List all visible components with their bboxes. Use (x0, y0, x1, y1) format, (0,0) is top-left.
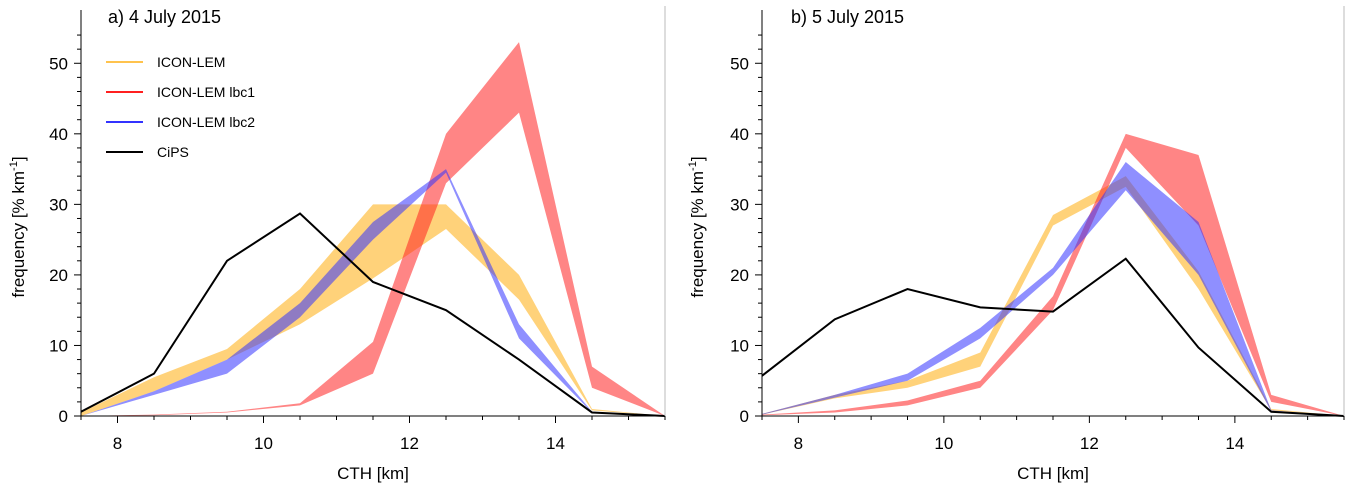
x-tick-label-a: 10 (254, 434, 273, 453)
band-icon-lem-lbc1-a (81, 42, 665, 416)
x-tick-label-b: 8 (794, 434, 803, 453)
panel-b-chart: b) 5 July 2015 0 10 20 30 40 50 8 10 12 14 CTH [k… (687, 6, 1345, 483)
band-icon-lem-a (81, 204, 665, 416)
band-icon-lem-lbc1-b (762, 133, 1344, 416)
panel-b-xlabel: CTH [km] (1017, 464, 1089, 483)
panel-b-title: b) 5 July 2015 (791, 7, 904, 27)
y-tick-label-a: 20 (49, 266, 68, 285)
legend-label-icon-lem-lbc1: ICON-LEM lbc1 (157, 84, 255, 100)
x-tick-label-a: 8 (113, 434, 122, 453)
legend-label-cips: CiPS (157, 144, 189, 160)
band-icon-lem-lbc2-b (762, 162, 1344, 416)
line-cips-a (80, 212, 666, 417)
legend: ICON-LEM ICON-LEM lbc1 ICON-LEM lbc2 CiPS (106, 54, 255, 160)
legend-label-icon-lem-lbc2: ICON-LEM lbc2 (157, 114, 255, 130)
panel-a-title: a) 4 July 2015 (108, 7, 221, 27)
y-tick-label-b: 10 (730, 336, 749, 355)
y-tick-label-b: 0 (740, 407, 749, 426)
legend-label-icon-lem: ICON-LEM (157, 54, 225, 70)
panel-a-xlabel: CTH [km] (337, 464, 409, 483)
panel-a-ylabel: frequency [% km-1] (8, 156, 28, 297)
y-tick-label-a: 10 (49, 336, 68, 355)
x-tick-label-a: 14 (546, 434, 565, 453)
panel-b-ylabel: frequency [% km-1] (687, 156, 707, 297)
y-tick-label-a: 40 (49, 125, 68, 144)
panel-a-chart: a) 4 July 2015 0 10 20 30 40 50 8 10 12 14 ICON-L… (8, 6, 666, 483)
x-tick-label-a: 12 (400, 434, 419, 453)
y-tick-label-a: 30 (49, 195, 68, 214)
line-cips-b (761, 257, 1345, 417)
y-tick-label-b: 40 (730, 125, 749, 144)
band-icon-lem-b (762, 176, 1344, 416)
x-tick-label-b: 14 (1225, 434, 1244, 453)
y-tick-label-a: 50 (49, 54, 68, 73)
y-tick-label-b: 20 (730, 266, 749, 285)
y-tick-label-b: 50 (730, 54, 749, 73)
y-tick-label-b: 30 (730, 195, 749, 214)
x-tick-label-b: 10 (934, 434, 953, 453)
y-tick-label-a: 0 (59, 407, 68, 426)
x-tick-label-b: 12 (1080, 434, 1099, 453)
